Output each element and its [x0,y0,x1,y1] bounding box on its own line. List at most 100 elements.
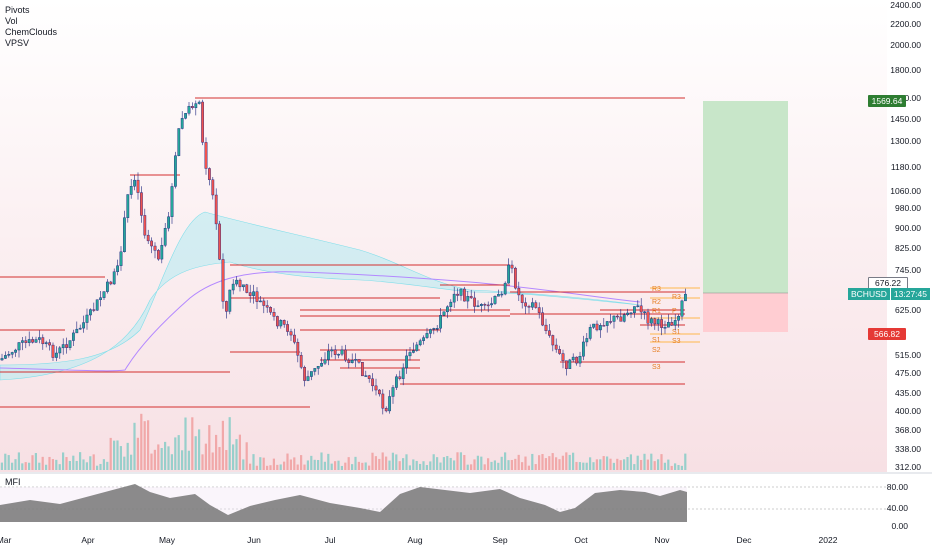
indicator-label-chemclouds[interactable]: ChemClouds [5,27,58,37]
volume-bar [286,453,289,470]
volume-bar [113,440,116,470]
volume-bar [303,464,306,470]
candle-body [170,186,174,217]
symbol-price-tag: BCHUSD 13:27:45 [848,288,930,300]
volume-bar [194,436,197,470]
volume-bar [116,440,119,470]
candle-body [95,299,99,311]
volume-bar [140,413,143,470]
volume-bar [177,435,180,470]
candle-body [82,322,86,329]
indicator-label-pivots[interactable]: Pivots [5,5,30,15]
stop-zone [703,293,788,332]
volume-bar [442,457,445,470]
volume-bar [626,456,629,470]
volume-bar [514,458,517,470]
candle-body [306,376,310,381]
price-axis-label: 475.00 [895,368,921,378]
volume-bar [130,454,133,470]
mfi-label[interactable]: MFI [5,477,21,487]
price-axis[interactable]: 2400.002200.002000.001800.001600.001450.… [890,0,921,472]
mfi-axis[interactable]: 80.00 40.00 0.00 [887,482,909,531]
volume-bar [181,450,184,470]
candle-body [61,344,65,349]
candle-body [503,282,507,295]
candle-body [357,359,361,363]
volume-bar [670,465,673,470]
volume-bar [160,448,163,470]
volume-bar [541,454,544,470]
stop-price-tag: 566.82 [868,328,906,340]
volume-bar [476,455,479,470]
candle-body [684,293,687,302]
candle-body [323,359,327,364]
volume-bar [636,455,639,470]
volume-bar [534,464,537,470]
indicator-label-vol[interactable]: Vol [5,16,18,26]
volume-bar [619,460,622,470]
volume-bar [660,454,663,470]
volume-bar [259,457,262,470]
indicator-label-vpsv[interactable]: VPSV [5,38,30,48]
candle-body [241,284,245,288]
candle-body [207,168,211,180]
candle-body [619,316,623,322]
volume-bar [21,463,24,470]
candle-body [248,292,252,296]
candle-body [0,358,4,361]
candle-body [21,340,24,343]
candle-body [133,179,136,187]
candle-body [401,367,405,379]
candle-body [537,307,541,313]
candle-body [483,304,487,306]
candle-body [429,329,432,334]
candle-body [622,314,626,322]
volume-bar [279,464,282,470]
candle-body [272,312,276,317]
candle-body [177,128,181,156]
volume-bar [136,437,139,470]
volume-bar [531,453,534,470]
volume-bar [75,460,78,470]
candle-body [582,341,585,357]
volume-bar [504,452,507,470]
volume-bar [364,462,367,470]
price-axis-label: 435.00 [895,388,921,398]
candle-body [116,265,120,272]
candle-body [221,259,225,302]
candle-body [99,297,103,300]
volume-bar [174,437,177,470]
candle-body [520,294,524,303]
volume-bar [561,455,564,470]
candle-body [639,305,643,313]
volume-bar [568,454,571,470]
price-axis-label: 625.00 [895,305,921,315]
volume-bar [459,452,462,470]
volume-bar [313,459,316,470]
volume-bar [208,425,211,470]
volume-bar [354,456,357,470]
candle-body [616,315,619,318]
candle-body [507,264,510,284]
volume-bar [4,453,7,470]
volume-bar [340,465,343,470]
candle-body [122,217,126,253]
volume-bar [412,459,415,470]
price-axis-label: 338.00 [895,444,921,454]
volume-bar [357,461,360,470]
candle-body [456,293,459,296]
pivot-label: S3 [652,364,661,371]
time-axis[interactable]: Mar Apr May Jun Jul Aug Sep Oct Nov Dec 2022 [0,535,838,545]
volume-bar [361,462,364,470]
volume-bar [157,444,160,470]
volume-bar [242,459,245,470]
candle-body [510,264,514,269]
pivot-label: S1 [672,329,681,336]
candle-body [514,267,517,289]
volume-bar [143,421,146,470]
candle-body [551,335,555,346]
volume-bar [225,450,228,470]
volume-bar [497,462,500,470]
price-axis-label: 515.00 [895,350,921,360]
